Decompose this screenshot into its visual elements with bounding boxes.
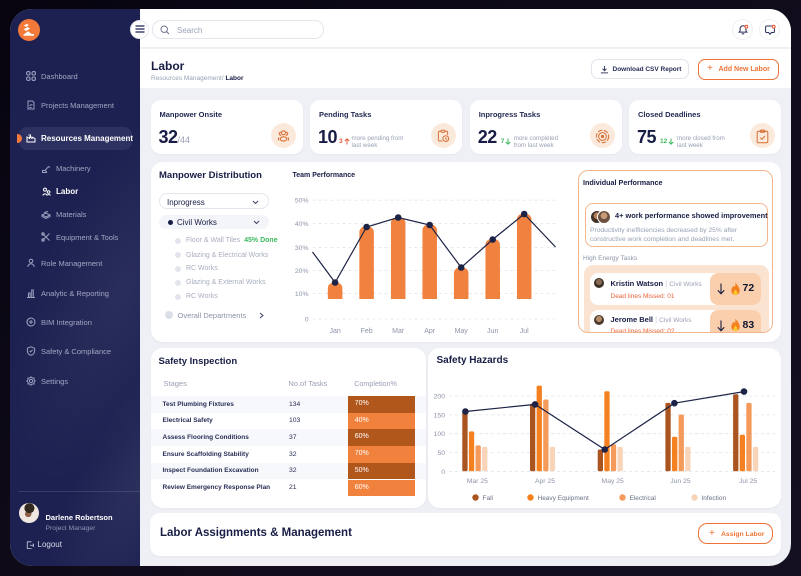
svg-text:Apr: Apr [424, 328, 436, 335]
svg-text:May: May [455, 328, 469, 335]
svg-text:0: 0 [305, 316, 309, 323]
svg-text:150: 150 [433, 412, 445, 419]
svg-text:10%: 10% [295, 291, 309, 298]
svg-text:Infection: Infection [701, 495, 726, 502]
svg-text:100: 100 [433, 431, 445, 438]
svg-text:Feb: Feb [361, 328, 373, 335]
svg-text:Mar: Mar [392, 328, 405, 335]
svg-text:Apr 25: Apr 25 [534, 478, 554, 485]
svg-text:May 25: May 25 [601, 478, 624, 485]
svg-text:Fall: Fall [482, 495, 493, 502]
svg-text:200: 200 [433, 394, 445, 401]
svg-text:Jun: Jun [487, 328, 498, 335]
svg-text:Mar 25: Mar 25 [466, 478, 487, 485]
svg-text:30%: 30% [295, 245, 309, 252]
svg-text:20%: 20% [295, 268, 309, 275]
svg-text:50%: 50% [295, 198, 309, 205]
svg-text:Electrical: Electrical [629, 495, 656, 502]
svg-text:Jun 25: Jun 25 [670, 478, 691, 485]
svg-text:0: 0 [441, 469, 445, 476]
svg-text:40%: 40% [295, 221, 309, 228]
svg-text:Jul 25: Jul 25 [739, 478, 757, 485]
svg-text:50: 50 [437, 450, 445, 457]
svg-text:Jan: Jan [329, 328, 340, 335]
svg-text:Heavy Equipment: Heavy Equipment [537, 495, 588, 502]
svg-text:Jul: Jul [520, 328, 529, 335]
